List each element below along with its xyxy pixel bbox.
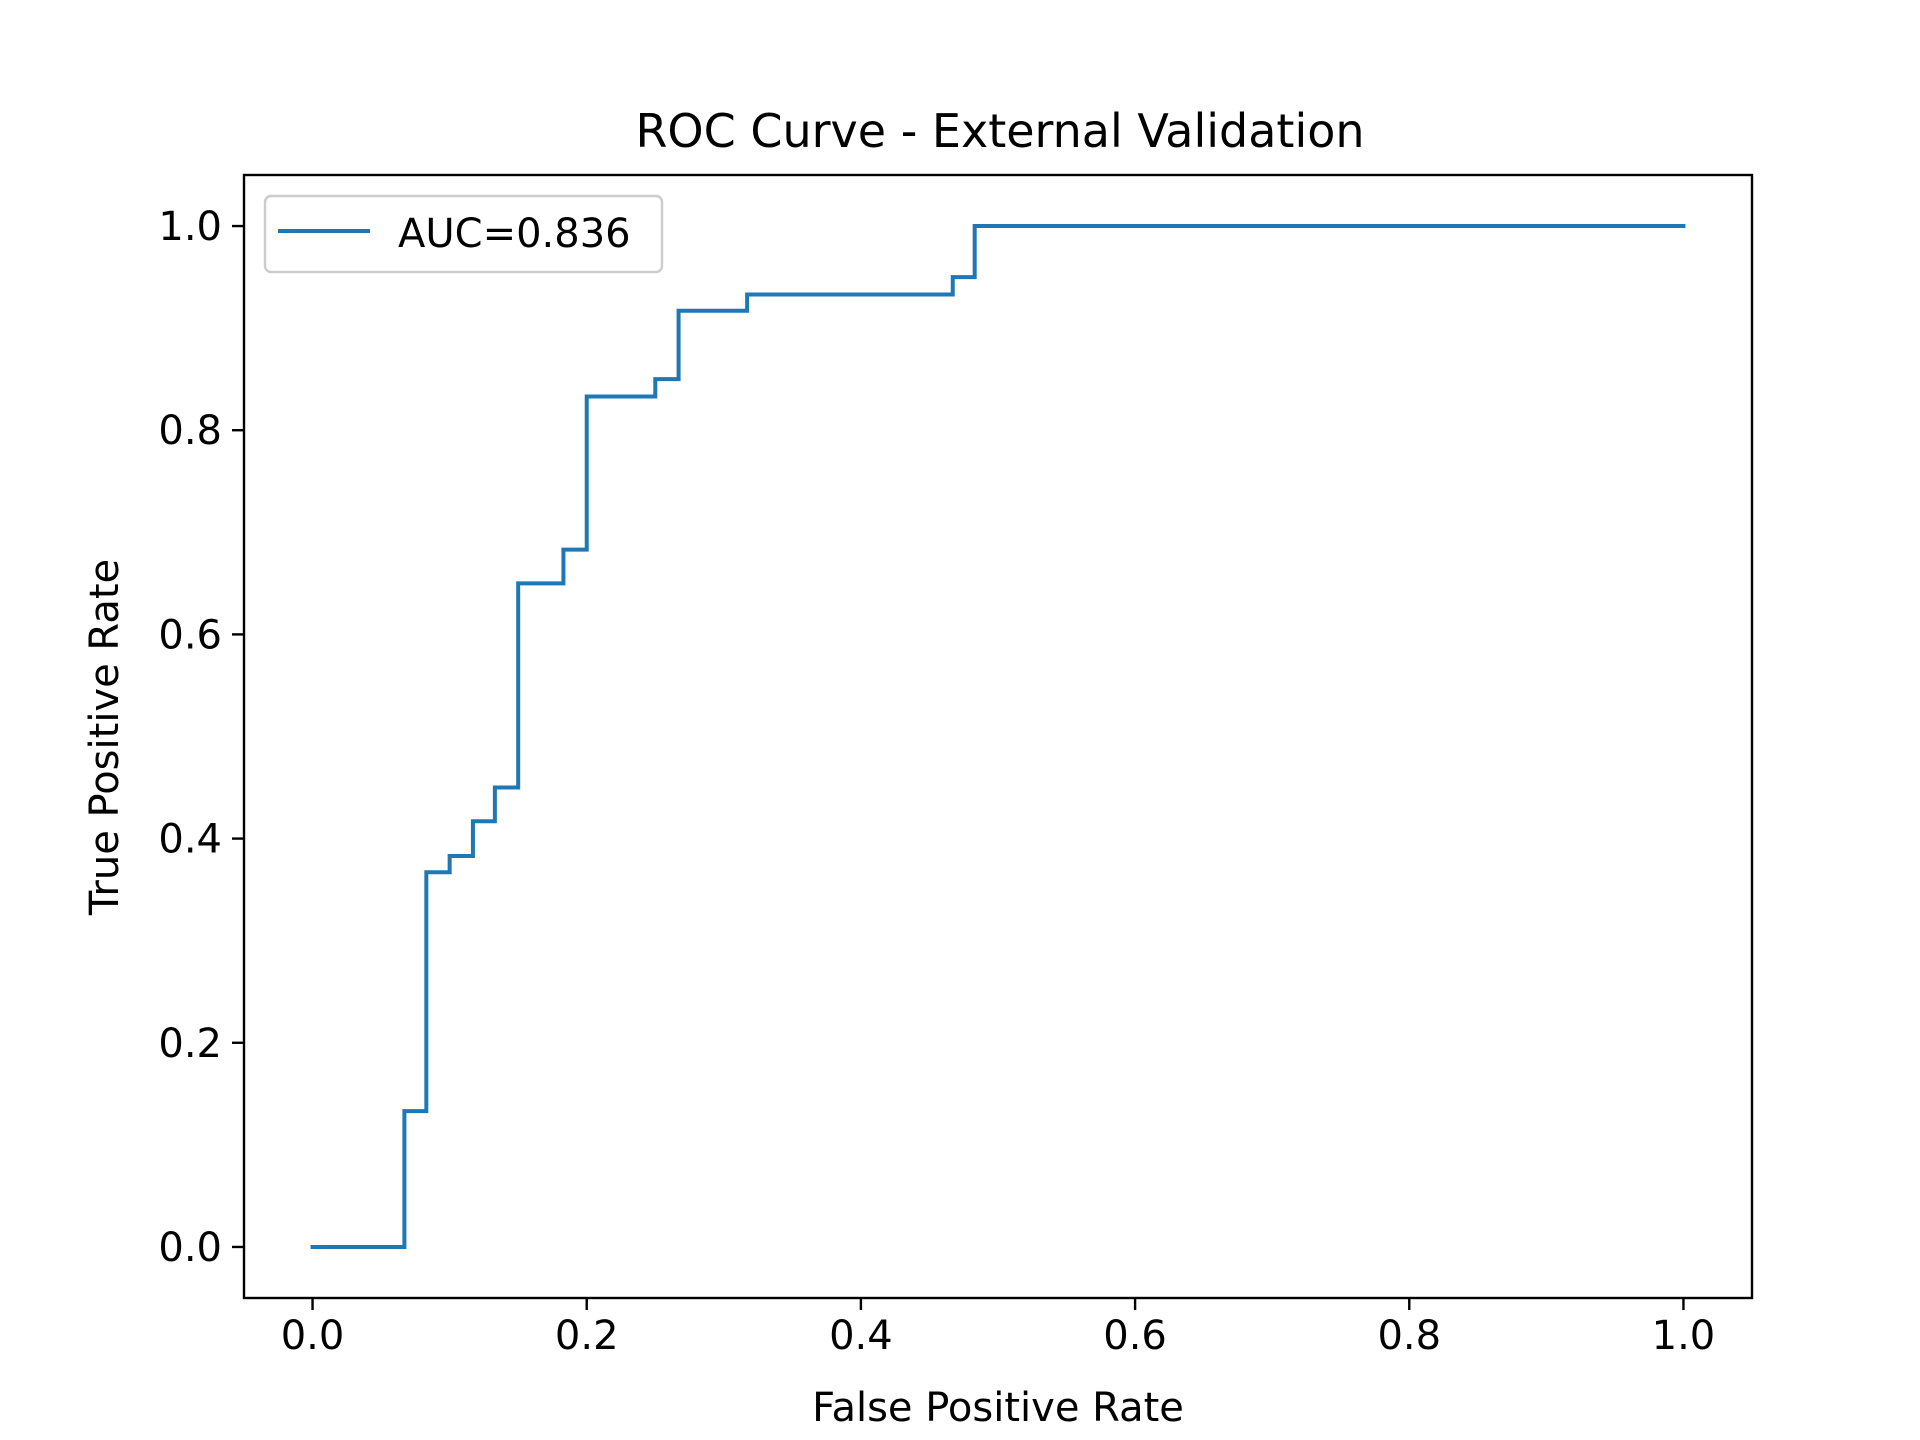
y-tick-label: 0.4 xyxy=(158,817,222,863)
x-axis-ticks: 0.0 0.2 0.4 0.6 0.8 1.0 xyxy=(281,1298,1716,1359)
x-tick-label: 0.4 xyxy=(829,1313,893,1359)
legend-box xyxy=(263,194,664,274)
legend-label: AUC=0.836 xyxy=(398,211,631,257)
x-axis-label: False Positive Rate xyxy=(812,1385,1184,1431)
x-tick-label: 1.0 xyxy=(1652,1313,1716,1359)
y-tick-label: 0.0 xyxy=(158,1225,222,1271)
x-tick-label: 0.8 xyxy=(1377,1313,1441,1359)
roc-curve-line xyxy=(310,224,1686,1249)
legend: AUC=0.836 xyxy=(263,194,664,274)
y-tick-label: 1.0 xyxy=(158,204,222,250)
x-tick-label: 0.2 xyxy=(555,1313,619,1359)
y-axis-ticks: 0.0 0.2 0.4 0.6 0.8 1.0 xyxy=(158,204,244,1271)
chart-title: ROC Curve - External Validation xyxy=(635,104,1364,158)
plot-frame xyxy=(242,173,1754,1300)
x-tick-label: 0.0 xyxy=(281,1313,345,1359)
y-tick-label: 0.8 xyxy=(158,408,222,454)
y-tick-label: 0.2 xyxy=(158,1021,222,1067)
y-tick-label: 0.6 xyxy=(158,612,222,658)
x-tick-label: 0.6 xyxy=(1103,1313,1167,1359)
y-axis-label: True Positive Rate xyxy=(82,559,128,916)
